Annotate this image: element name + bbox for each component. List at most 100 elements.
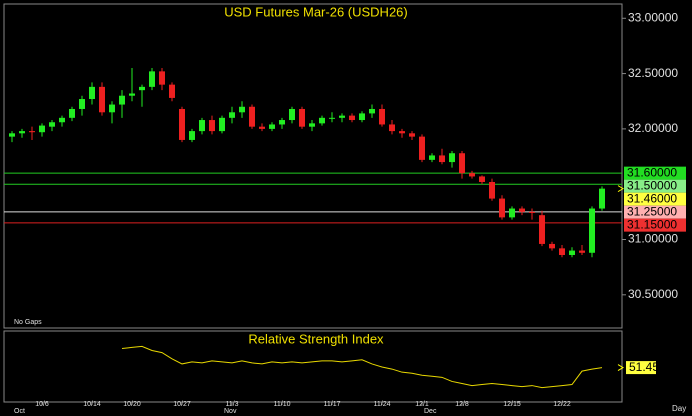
candle-body <box>219 117 225 132</box>
candle-body <box>279 120 285 125</box>
candle-body <box>569 250 575 255</box>
candle-body <box>369 108 375 114</box>
rsi-title: Relative Strength Index <box>248 331 384 346</box>
candle-body <box>79 99 85 109</box>
candle-body <box>449 153 455 163</box>
candle-body <box>89 86 95 100</box>
candle-body <box>299 108 305 127</box>
candle-body <box>179 108 185 140</box>
price-label-box <box>624 192 686 206</box>
candle-body <box>9 133 15 137</box>
y-tick-label: 31.00000 <box>628 232 678 246</box>
y-tick-label: 33.00000 <box>628 10 678 24</box>
candle-body <box>99 86 105 113</box>
chart-title: USD Futures Mar-26 (USDH26) <box>224 4 408 19</box>
x-tick-label: 12/22 <box>553 401 571 408</box>
price-label: 31.25000 <box>627 204 677 218</box>
candle-body <box>499 198 505 218</box>
candle-body <box>209 120 215 132</box>
candle-body <box>129 93 135 96</box>
candle-body <box>579 250 585 253</box>
candle-body <box>169 84 175 98</box>
x-tick-label: 11/3 <box>225 401 238 408</box>
candle-body <box>389 124 395 132</box>
candle-body <box>249 106 255 127</box>
price-label-box <box>624 166 686 180</box>
candle-body <box>339 115 345 118</box>
month-label: Nov <box>224 408 237 415</box>
rsi-label-box <box>626 361 656 375</box>
candle-body <box>549 243 555 249</box>
x-tick-label: 10/14 <box>83 401 101 408</box>
candle-body <box>539 215 545 244</box>
candle-body <box>429 155 435 160</box>
candle-body <box>189 131 195 140</box>
rsi-label: 51.45 <box>629 360 659 374</box>
candle-body <box>489 181 495 199</box>
candle-body <box>329 117 335 119</box>
candle-body <box>439 155 445 163</box>
candle-body <box>319 117 325 124</box>
price-label: 31.46000 <box>627 191 677 205</box>
x-tick-label: 11/17 <box>324 401 341 408</box>
candle-body <box>509 208 515 218</box>
price-panel <box>3 3 623 329</box>
price-label: 31.60000 <box>627 165 677 179</box>
x-tick-label: 10/20 <box>123 401 141 408</box>
x-tick-label: 12/8 <box>455 401 469 408</box>
candle-body <box>39 125 45 133</box>
y-tick-label: 32.50000 <box>628 66 678 80</box>
x-tick-label: 11/24 <box>374 401 391 408</box>
x-tick-label: 10/6 <box>35 401 49 408</box>
price-label: 31.15000 <box>627 217 677 231</box>
x-tick-label: 12/15 <box>503 401 521 408</box>
candle-body <box>599 188 605 209</box>
x-tick-label: 12/1 <box>415 401 429 408</box>
candle-body <box>109 104 115 113</box>
rsi-line <box>121 345 603 389</box>
candle-body <box>19 131 25 134</box>
candle-body <box>359 113 365 121</box>
candle-body <box>229 112 235 118</box>
candle-body <box>409 133 415 137</box>
candle-body <box>49 122 55 127</box>
y-tick-label: 30.50000 <box>628 287 678 301</box>
candle-body <box>349 115 355 121</box>
candle-body <box>199 120 205 132</box>
candle-body <box>149 71 155 87</box>
note: No Gaps <box>14 319 42 326</box>
candle-body <box>269 124 275 129</box>
candle-body <box>289 108 295 121</box>
candle-body <box>159 71 165 85</box>
candle-body <box>589 208 595 253</box>
price-label: 31.50000 <box>627 178 677 192</box>
candle-body <box>399 131 405 134</box>
candle-body <box>29 131 35 133</box>
price-label-box <box>624 179 686 193</box>
x-tick-label: 11/10 <box>274 401 291 408</box>
candle-body <box>239 106 245 113</box>
candle-body <box>69 108 75 118</box>
price-label-box <box>624 218 686 232</box>
rsi-marker <box>617 364 624 372</box>
candle-body <box>59 117 65 123</box>
candle-body <box>529 211 535 213</box>
candle-body <box>479 176 485 182</box>
candle-body <box>469 173 475 177</box>
candle-body <box>559 248 565 255</box>
candle-body <box>379 108 385 125</box>
price-label-box <box>624 205 686 219</box>
price-marker <box>617 185 624 193</box>
month-label: Dec <box>424 408 437 415</box>
candle-body <box>139 86 145 91</box>
candle-body <box>419 136 425 160</box>
x-tick-label: 10/27 <box>173 401 191 408</box>
y-tick-label: 32.00000 <box>628 121 678 135</box>
month-label: Oct <box>14 408 25 415</box>
candle-body <box>519 208 525 212</box>
candle-body <box>309 123 315 127</box>
period: Day <box>672 404 686 413</box>
candle-body <box>459 153 465 174</box>
